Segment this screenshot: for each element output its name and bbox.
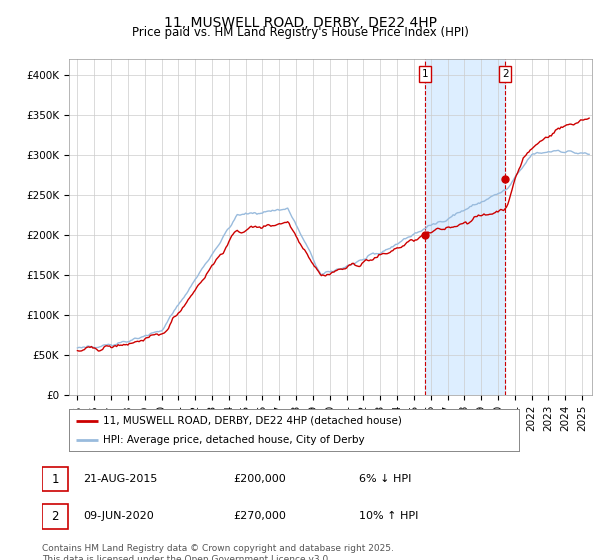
Text: 1: 1: [421, 69, 428, 79]
Text: 1: 1: [52, 473, 59, 486]
Text: HPI: Average price, detached house, City of Derby: HPI: Average price, detached house, City…: [103, 435, 364, 445]
Bar: [425, 59, 505, 395]
Text: 10% ↑ HPI: 10% ↑ HPI: [359, 511, 418, 521]
Text: £200,000: £200,000: [233, 474, 286, 484]
Text: £270,000: £270,000: [233, 511, 286, 521]
FancyBboxPatch shape: [42, 505, 68, 529]
FancyBboxPatch shape: [42, 467, 68, 492]
Text: 6% ↓ HPI: 6% ↓ HPI: [359, 474, 411, 484]
Text: Price paid vs. HM Land Registry's House Price Index (HPI): Price paid vs. HM Land Registry's House …: [131, 26, 469, 39]
Text: 11, MUSWELL ROAD, DERBY, DE22 4HP: 11, MUSWELL ROAD, DERBY, DE22 4HP: [163, 16, 437, 30]
Text: 2: 2: [502, 69, 509, 79]
Text: 21-AUG-2015: 21-AUG-2015: [83, 474, 157, 484]
Text: 11, MUSWELL ROAD, DERBY, DE22 4HP (detached house): 11, MUSWELL ROAD, DERBY, DE22 4HP (detac…: [103, 416, 401, 426]
Text: 09-JUN-2020: 09-JUN-2020: [83, 511, 154, 521]
Text: Contains HM Land Registry data © Crown copyright and database right 2025.
This d: Contains HM Land Registry data © Crown c…: [42, 544, 394, 560]
Text: 2: 2: [52, 510, 59, 523]
